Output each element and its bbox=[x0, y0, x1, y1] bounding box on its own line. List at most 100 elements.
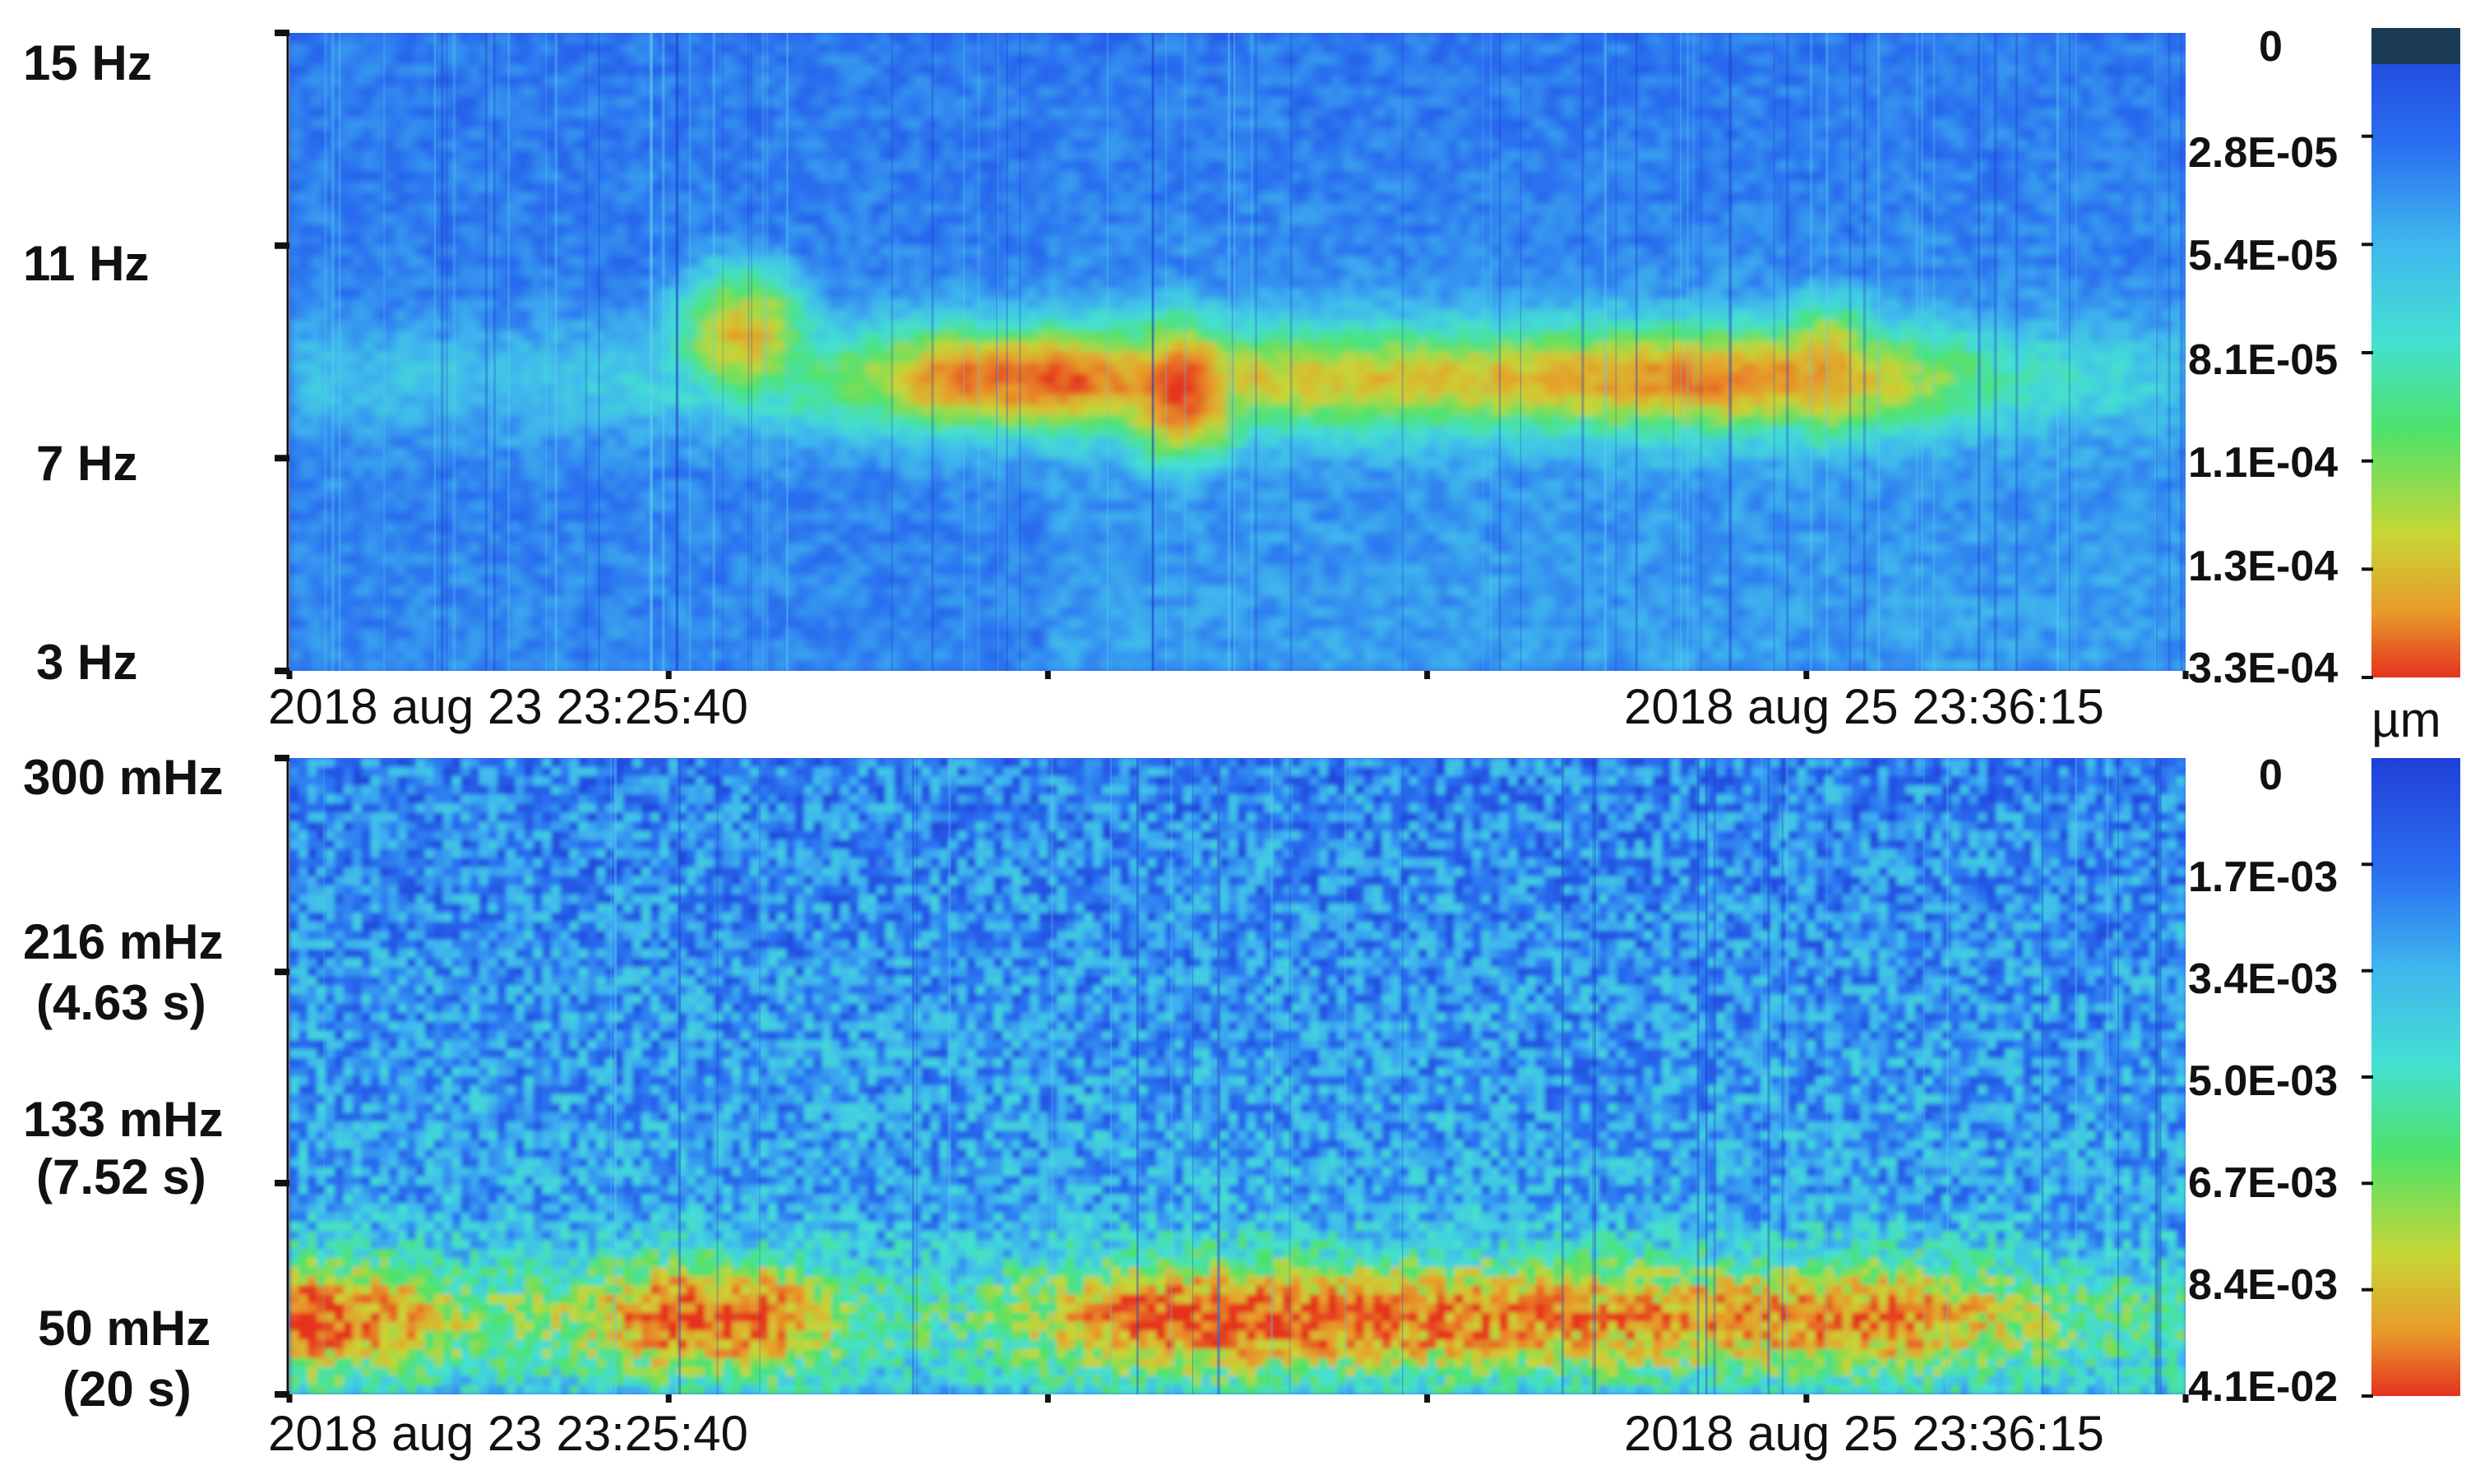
spectrogram-cell bbox=[805, 288, 817, 300]
spectrogram-cell bbox=[1079, 298, 1091, 310]
spectrogram-cell bbox=[763, 352, 775, 363]
spectrogram-cell bbox=[953, 490, 965, 502]
spectrogram-cell bbox=[521, 309, 533, 321]
spectrogram-cell bbox=[669, 596, 680, 608]
spectrogram-cell bbox=[647, 479, 659, 491]
spectrogram-cell bbox=[921, 192, 933, 204]
spectrogram-cell bbox=[1122, 372, 1133, 385]
spectrogram-cell bbox=[1016, 320, 1028, 331]
top-spectrogram-plot bbox=[289, 33, 2186, 671]
spectrogram-cell bbox=[531, 458, 544, 469]
spectrogram-cell bbox=[974, 245, 986, 257]
spectrogram-cell bbox=[689, 160, 701, 172]
spectrogram-cell bbox=[521, 118, 533, 130]
spectrogram-cell bbox=[784, 224, 796, 236]
spectrogram-cell bbox=[468, 86, 480, 98]
spectrogram-cell bbox=[584, 596, 596, 608]
spectrogram-cell bbox=[636, 437, 649, 449]
spectrogram-cell bbox=[879, 596, 891, 608]
spectrogram-cell bbox=[584, 160, 596, 172]
spectrogram-cell bbox=[910, 521, 923, 534]
spectrogram-cell bbox=[384, 298, 396, 310]
spectrogram-cell bbox=[1111, 341, 1122, 353]
spectrogram-cell bbox=[1037, 628, 1049, 640]
spectrogram-cell bbox=[542, 43, 554, 55]
spectrogram-cell bbox=[405, 458, 417, 469]
spectrogram-cell bbox=[584, 628, 596, 640]
spectrogram-cell bbox=[584, 150, 596, 161]
spectrogram-cell bbox=[310, 53, 322, 66]
spectrogram-cell bbox=[658, 639, 669, 650]
spectrogram-cell bbox=[710, 458, 722, 469]
spectrogram-cell bbox=[563, 426, 575, 438]
spectrogram-cell bbox=[542, 372, 554, 385]
spectrogram-cell bbox=[910, 192, 923, 204]
spectrogram-cell bbox=[627, 192, 638, 204]
spectrogram-cell bbox=[858, 352, 870, 363]
spectrogram-cell bbox=[458, 107, 470, 119]
spectrogram-cell bbox=[732, 650, 743, 661]
spectrogram-cell bbox=[447, 447, 459, 460]
spectrogram-cell bbox=[342, 64, 354, 76]
spectrogram-cell bbox=[910, 372, 923, 385]
spectrogram-cell bbox=[447, 331, 459, 342]
spectrogram-cell bbox=[669, 96, 680, 109]
spectrogram-cell bbox=[921, 415, 933, 428]
spectrogram-cell bbox=[1111, 75, 1122, 87]
spectrogram-cell bbox=[805, 585, 817, 598]
spectrogram-cell bbox=[1037, 383, 1049, 395]
spectrogram-cell bbox=[721, 320, 733, 331]
spectrogram-cell bbox=[616, 277, 627, 289]
spectrogram-cell bbox=[858, 86, 870, 98]
spectrogram-cell bbox=[352, 490, 364, 502]
spectrogram-cell bbox=[658, 426, 669, 438]
spectrogram-cell bbox=[1069, 86, 1080, 98]
spectrogram-cell bbox=[710, 553, 722, 566]
spectrogram-cell bbox=[921, 617, 933, 629]
spectrogram-cell bbox=[1100, 341, 1113, 353]
spectrogram-cell bbox=[458, 202, 470, 215]
spectrogram-cell bbox=[647, 543, 659, 555]
spectrogram-cell bbox=[531, 53, 544, 66]
spectrogram-cell bbox=[1069, 182, 1080, 193]
spectrogram-cell bbox=[395, 139, 406, 150]
spectrogram-cell bbox=[1058, 415, 1070, 428]
spectrogram-cell bbox=[542, 128, 554, 141]
spectrogram-cell bbox=[447, 266, 459, 279]
spectrogram-cell bbox=[363, 118, 375, 130]
spectrogram-cell bbox=[710, 33, 722, 44]
spectrogram-cell bbox=[858, 245, 870, 257]
spectrogram-cell bbox=[658, 362, 669, 374]
spectrogram-cell bbox=[1090, 362, 1102, 374]
spectrogram-cell bbox=[689, 532, 701, 544]
spectrogram-cell bbox=[1079, 458, 1091, 469]
spectrogram-cell bbox=[732, 245, 743, 257]
spectrogram-cell bbox=[658, 607, 669, 619]
spectrogram-cell bbox=[868, 511, 881, 523]
spectrogram-cell bbox=[531, 585, 544, 598]
spectrogram-cell bbox=[710, 426, 722, 438]
spectrogram-cell bbox=[363, 585, 375, 598]
spectrogram-cell bbox=[1079, 331, 1091, 342]
spectrogram-cell bbox=[384, 266, 396, 279]
spectrogram-cell bbox=[395, 202, 406, 215]
spectrogram-cell bbox=[942, 150, 954, 161]
spectrogram-cell bbox=[900, 245, 912, 257]
spectrogram-cell bbox=[784, 543, 796, 555]
spectrogram-cell bbox=[1069, 415, 1080, 428]
spectrogram-cell bbox=[742, 405, 754, 417]
spectrogram-cell bbox=[605, 107, 617, 119]
spectrogram-cell bbox=[363, 521, 375, 534]
spectrogram-cell bbox=[658, 118, 669, 130]
spectrogram-cell bbox=[1037, 224, 1049, 236]
spectrogram-cell bbox=[363, 415, 375, 428]
spectrogram-cell bbox=[805, 415, 817, 428]
spectrogram-cell bbox=[900, 564, 912, 576]
spectrogram-cell bbox=[384, 617, 396, 629]
spectrogram-cell bbox=[658, 372, 669, 385]
spectrogram-cell bbox=[984, 86, 997, 98]
spectrogram-cell bbox=[732, 224, 743, 236]
spectrogram-cell bbox=[921, 96, 933, 109]
spectrogram-cell bbox=[447, 128, 459, 141]
spectrogram-cell bbox=[752, 86, 765, 98]
